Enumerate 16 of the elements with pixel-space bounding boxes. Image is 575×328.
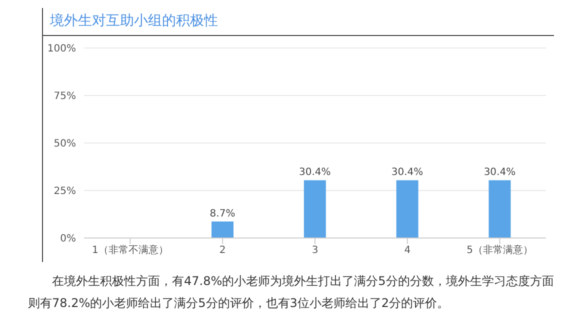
chart-title: 境外生对互助小组的积极性 bbox=[50, 12, 218, 30]
text: 在境外生积极性方面，有47.8%的小老师为境外生打出了满分5分的分数，境外生学习态度方面则有78.2%的小老师给出了满分5分的评价，也有3位小老师给出了2分的评价。 bbox=[28, 273, 555, 312]
data-label: 8.7% bbox=[210, 208, 236, 220]
y-tick-label: 100% bbox=[47, 44, 76, 55]
y-tick-label: 25% bbox=[54, 186, 76, 198]
data-label: 30.4% bbox=[484, 167, 516, 178]
data-label: 30.4% bbox=[391, 167, 424, 178]
x-tick-label: 1（非常不满意） bbox=[92, 244, 168, 256]
y-tick-label: 0% bbox=[60, 234, 76, 245]
x-tick-label: 4 bbox=[404, 245, 411, 256]
y-tick-label: 50% bbox=[54, 138, 76, 150]
y-tick-label: 75% bbox=[54, 91, 76, 102]
x-tick-label: 3 bbox=[312, 245, 318, 256]
data-label: 30.4% bbox=[299, 167, 331, 178]
x-tick-label: 5（非常满意） bbox=[466, 244, 533, 256]
x-tick-label: 2 bbox=[219, 245, 226, 256]
